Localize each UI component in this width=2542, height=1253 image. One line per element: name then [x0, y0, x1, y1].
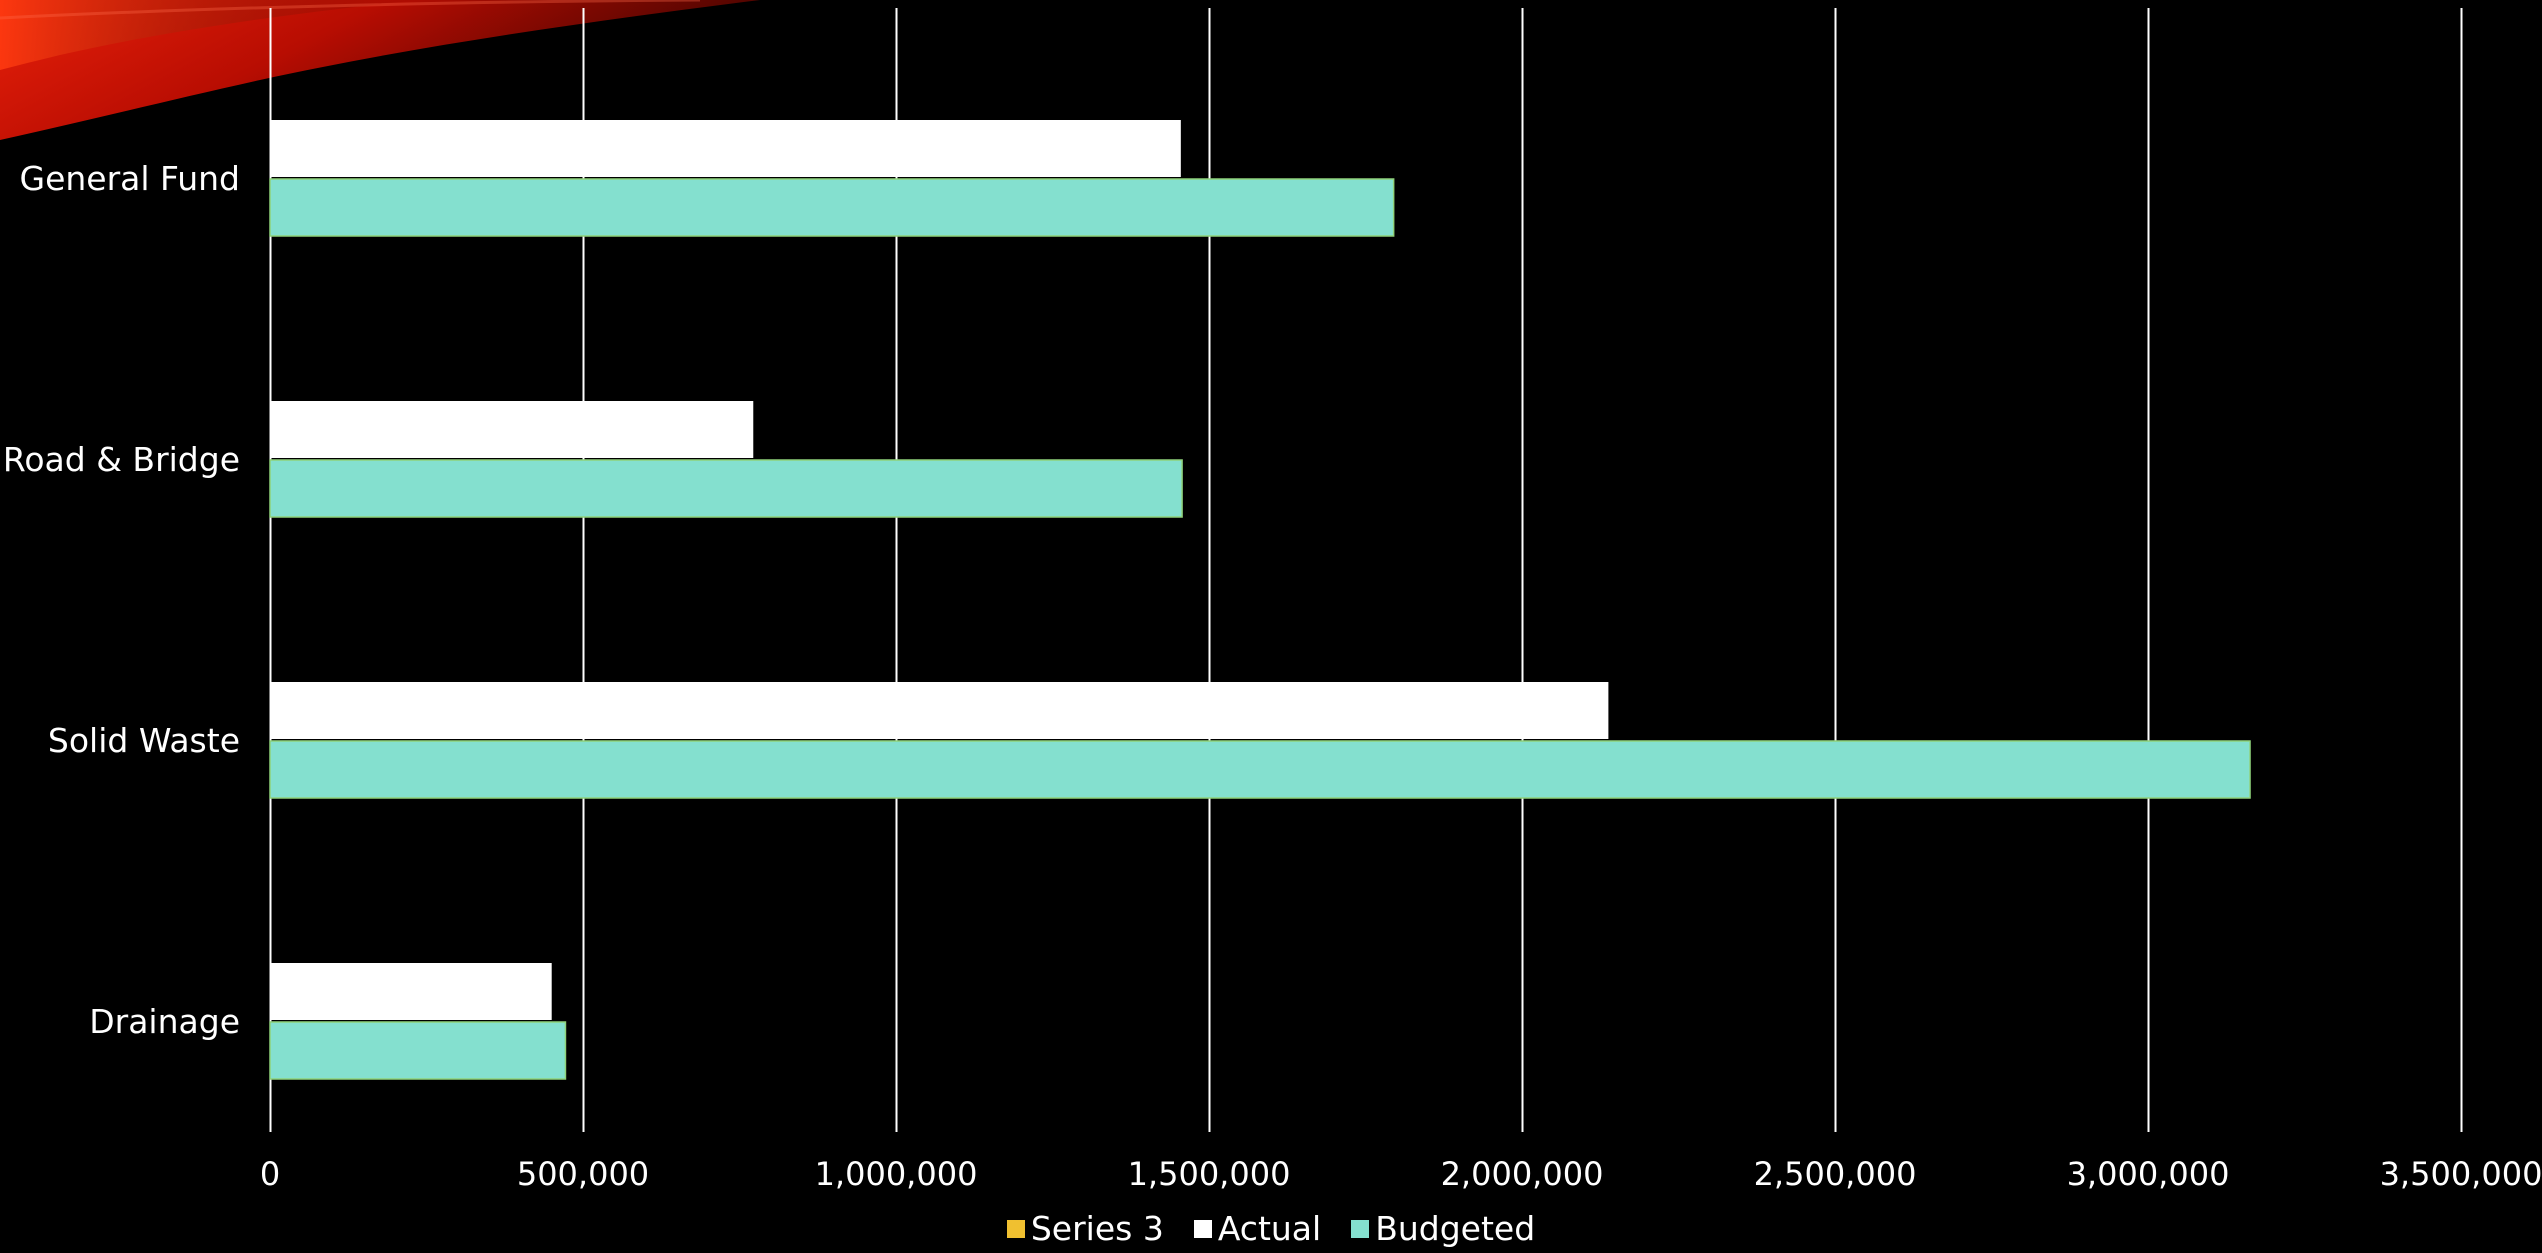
category-labels: General Fund Road & Bridge Solid Waste Drai… [3, 159, 240, 1041]
bar-budgeted-solid-waste [269, 740, 2251, 799]
x-tick-label-2: 1,000,000 [815, 1155, 978, 1193]
bars [269, 120, 2251, 1080]
legend: Series 3 Actual Budgeted [0, 1212, 2542, 1245]
x-tick-label-7: 3,500,000 [2380, 1155, 2542, 1193]
bar-budgeted-road-and-bridge [269, 459, 1183, 518]
category-label-road-and-bridge: Road & Bridge [3, 440, 240, 479]
x-tick-label-3: 1,500,000 [1128, 1155, 1291, 1193]
x-tick-label-6: 3,000,000 [2067, 1155, 2230, 1193]
red-swoosh-shape [0, 0, 760, 140]
legend-label-series-3: Series 3 [1030, 1209, 1164, 1248]
legend-swatch-actual [1193, 1219, 1212, 1238]
legend-item-budgeted: Budgeted [1351, 1212, 1535, 1245]
x-axis-tick-labels: 0 500,000 1,000,000 1,500,000 2,000,000 2,500… [260, 1155, 2542, 1193]
bar-actual-general-fund [270, 120, 1181, 177]
red-swoosh-highlight [0, 0, 420, 70]
x-tick-label-5: 2,500,000 [1754, 1155, 1917, 1193]
category-label-general-fund: General Fund [20, 159, 241, 198]
bar-budgeted-general-fund [269, 178, 1395, 237]
bar-actual-drainage [270, 963, 552, 1020]
gridlines [269, 8, 2463, 1132]
x-tick-label-0: 0 [260, 1155, 280, 1193]
x-tick-label-1: 500,000 [517, 1155, 649, 1193]
category-label-solid-waste: Solid Waste [48, 721, 240, 760]
x-tick-label-4: 2,000,000 [1441, 1155, 1604, 1193]
category-label-drainage: Drainage [89, 1002, 240, 1041]
bar-actual-road-and-bridge [270, 401, 754, 458]
bar-budgeted-drainage [269, 1021, 567, 1080]
legend-item-series-3: Series 3 [1006, 1209, 1164, 1248]
legend-item-actual: Actual [1193, 1209, 1322, 1248]
red-swoosh-decoration [0, 0, 760, 140]
legend-label-actual: Actual [1217, 1209, 1322, 1248]
red-swoosh-streak [0, 0, 701, 20]
bar-actual-solid-waste [270, 682, 1609, 739]
legend-swatch-budgeted [1351, 1219, 1370, 1238]
legend-swatch-series-3 [1006, 1219, 1025, 1238]
legend-label-budgeted: Budgeted [1375, 1209, 1536, 1248]
